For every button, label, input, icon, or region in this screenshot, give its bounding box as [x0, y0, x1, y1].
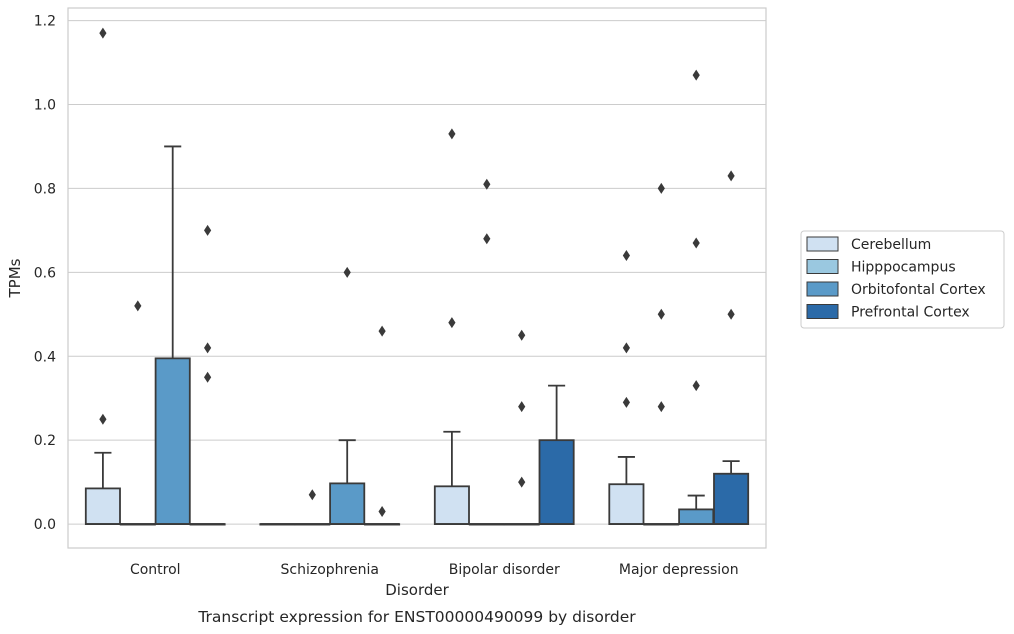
plot-area-frame	[67, 7, 767, 549]
box-body-prefrontal-cortex-major-depression	[713, 472, 750, 525]
outlier-prefrontal-cortex-control	[204, 224, 212, 236]
outlier-hipppocampus-control	[134, 300, 142, 312]
outlier-hipppocampus-bipolar-disorder	[483, 178, 491, 190]
y-tick-label: 0.6	[34, 265, 56, 281]
box-cerebellum-control	[84, 451, 121, 525]
outlier-hipppocampus-bipolar-disorder	[483, 233, 491, 245]
y-tick-label: 0.8	[34, 181, 56, 197]
box-body-orbitofontal-cortex-control	[154, 357, 191, 525]
box-plot-series	[84, 145, 750, 526]
series-orbitofontal-cortex	[154, 145, 715, 526]
box-cerebellum-major-depression	[608, 456, 645, 525]
legend-label-cerebellum: Cerebellum	[851, 237, 931, 253]
box-body-prefrontal-cortex-bipolar-disorder	[538, 439, 575, 525]
outlier-orbitofontal-cortex-major-depression	[692, 237, 700, 249]
y-tick-label: 1.0	[34, 98, 56, 114]
legend-item-prefrontal-cortex: Prefrontal Cortex	[806, 304, 970, 321]
box-body-cerebellum-bipolar-disorder	[433, 485, 470, 525]
x-tick-label-major-depression: Major depression	[619, 562, 739, 578]
box-hipppocampus-major-depression	[643, 523, 680, 526]
outlier-prefrontal-cortex-control	[204, 342, 212, 354]
box-prefrontal-cortex-schizophrenia	[364, 523, 401, 526]
outlier-hipppocampus-major-depression	[657, 182, 665, 194]
outlier-orbitofontal-cortex-bipolar-disorder	[518, 401, 526, 413]
box-prefrontal-cortex-major-depression	[713, 460, 750, 525]
outlier-cerebellum-control	[99, 413, 107, 425]
x-tick-label-schizophrenia: Schizophrenia	[281, 562, 379, 578]
outlier-prefrontal-cortex-major-depression	[727, 308, 735, 320]
box-orbitofontal-cortex-control	[154, 145, 191, 525]
box-prefrontal-cortex-control	[189, 523, 226, 526]
box-hipppocampus-control	[119, 523, 156, 526]
legend: Cerebellum Hipppocampus Orbitofontal Corte…	[800, 230, 1005, 329]
outlier-orbitofontal-cortex-schizophrenia	[343, 266, 351, 278]
x-tick-label-control: Control	[130, 562, 181, 578]
outlier-cerebellum-bipolar-disorder	[448, 317, 456, 329]
outlier-cerebellum-major-depression	[622, 342, 630, 354]
outlier-cerebellum-control	[99, 27, 107, 39]
series-prefrontal-cortex	[189, 384, 750, 526]
legend-item-hipppocampus: Hipppocampus	[806, 259, 956, 276]
box-cerebellum-schizophrenia	[259, 523, 296, 526]
legend-frame	[800, 230, 1005, 329]
legend-swatch-orbitofontal-cortex	[806, 281, 839, 297]
y-tick-label: 1.2	[34, 14, 56, 30]
x-axis-ticks: Control Schizophrenia Bipolar disorder Majo…	[130, 562, 739, 578]
legend-swatch-hipppocampus	[806, 259, 839, 274]
legend-swatch-prefrontal-cortex	[806, 304, 839, 319]
outlier-orbitofontal-cortex-major-depression	[692, 69, 700, 81]
outlier-cerebellum-major-depression	[622, 250, 630, 262]
outlier-markers	[99, 27, 735, 517]
outlier-prefrontal-cortex-schizophrenia	[378, 505, 386, 517]
series-cerebellum	[84, 430, 645, 526]
outlier-prefrontal-cortex-control	[204, 371, 212, 383]
outlier-orbitofontal-cortex-bipolar-disorder	[518, 476, 526, 488]
y-axis-ticks: 0.0 0.2 0.4 0.6 0.8 1.0 1.2	[34, 14, 56, 533]
legend-item-orbitofontal-cortex: Orbitofontal Cortex	[806, 281, 986, 298]
legend-item-cerebellum: Cerebellum	[806, 236, 931, 253]
x-axis-label: Disorder	[385, 581, 449, 599]
y-axis-label: TPMs	[6, 258, 24, 298]
chart-caption: Transcript expression for ENST0000049009…	[197, 608, 636, 626]
outlier-prefrontal-cortex-schizophrenia	[378, 325, 386, 337]
legend-label-orbitofontal-cortex: Orbitofontal Cortex	[851, 282, 986, 298]
box-orbitofontal-cortex-bipolar-disorder	[503, 523, 540, 526]
box-hipppocampus-bipolar-disorder	[468, 523, 505, 526]
y-tick-label: 0.4	[34, 349, 56, 365]
legend-label-hipppocampus: Hipppocampus	[851, 260, 956, 276]
y-tick-label: 0.0	[34, 517, 56, 533]
legend-swatch-cerebellum	[806, 236, 839, 252]
outlier-cerebellum-bipolar-disorder	[448, 128, 456, 140]
y-tick-label: 0.2	[34, 433, 56, 449]
box-prefrontal-cortex-bipolar-disorder	[538, 384, 575, 525]
outlier-hipppocampus-schizophrenia	[308, 489, 316, 501]
box-orbitofontal-cortex-major-depression	[678, 494, 715, 525]
box-body-cerebellum-control	[84, 487, 121, 525]
box-cerebellum-bipolar-disorder	[433, 430, 470, 525]
legend-label-prefrontal-cortex: Prefrontal Cortex	[851, 305, 970, 321]
box-orbitofontal-cortex-schizophrenia	[329, 439, 366, 525]
box-body-orbitofontal-cortex-major-depression	[678, 508, 715, 525]
outlier-hipppocampus-major-depression	[657, 308, 665, 320]
outlier-orbitofontal-cortex-bipolar-disorder	[518, 329, 526, 341]
outlier-hipppocampus-major-depression	[657, 401, 665, 413]
box-hipppocampus-schizophrenia	[294, 523, 331, 526]
outlier-prefrontal-cortex-major-depression	[727, 170, 735, 182]
outlier-cerebellum-major-depression	[622, 396, 630, 408]
x-tick-label-bipolar-disorder: Bipolar disorder	[449, 562, 560, 578]
box-body-orbitofontal-cortex-schizophrenia	[329, 482, 366, 525]
box-body-cerebellum-major-depression	[608, 483, 645, 525]
outlier-orbitofontal-cortex-major-depression	[692, 380, 700, 392]
